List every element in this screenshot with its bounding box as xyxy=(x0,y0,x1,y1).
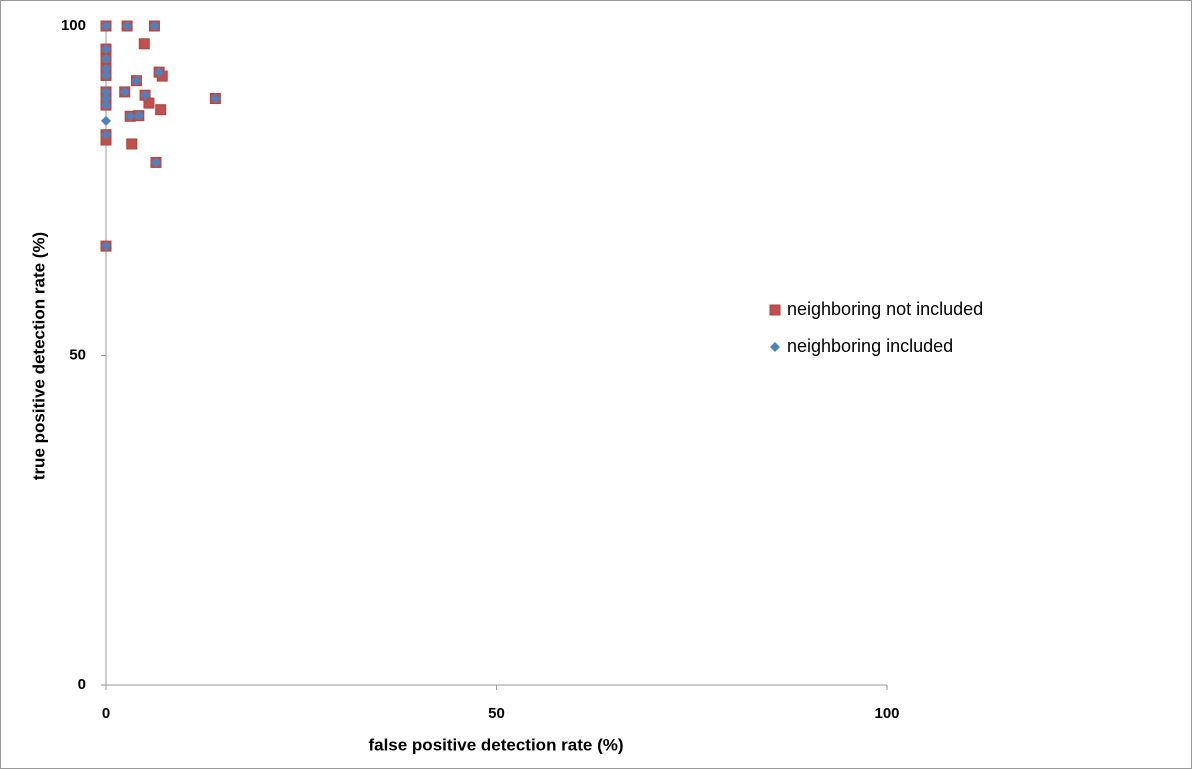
marker-diamond xyxy=(101,63,111,74)
marker-square xyxy=(143,97,155,109)
y-tick-label: 100 xyxy=(61,17,86,34)
x-tick-label: 100 xyxy=(874,705,899,722)
marker-diamond xyxy=(125,111,136,122)
marker-diamond xyxy=(101,21,111,31)
x-axis-title: false positive detection rate (%) xyxy=(368,735,623,754)
marker-diamond xyxy=(101,115,111,126)
marker-diamond xyxy=(101,129,111,140)
marker-diamond xyxy=(101,241,111,252)
marker-diamond xyxy=(119,86,130,97)
marker-diamond xyxy=(140,90,151,101)
marker-diamond xyxy=(101,86,111,97)
marker-diamond xyxy=(122,21,133,31)
legend: neighboring not included neighboring incl… xyxy=(769,299,983,356)
x-tick-label: 0 xyxy=(102,705,110,722)
marker-square xyxy=(155,104,167,116)
marker-square xyxy=(769,304,781,316)
marker-diamond xyxy=(133,110,144,121)
marker-diamond xyxy=(101,70,111,81)
marker-diamond xyxy=(770,342,780,352)
marker-diamond xyxy=(101,100,111,111)
legend-label: neighboring not included xyxy=(787,299,983,319)
marker-diamond xyxy=(131,75,142,86)
marker-diamond xyxy=(101,44,111,55)
marker-diamond xyxy=(210,93,221,104)
marker-diamond xyxy=(101,93,111,104)
marker-square xyxy=(126,138,138,150)
marker-square xyxy=(138,38,150,50)
y-tick-label: 0 xyxy=(78,676,86,693)
y-tick-label: 50 xyxy=(69,346,86,363)
legend-label: neighboring included xyxy=(787,336,953,356)
y-axis-title: true positive detection rate (%) xyxy=(29,232,48,480)
marker-diamond xyxy=(154,67,165,78)
marker-diamond xyxy=(149,21,160,31)
marker-diamond xyxy=(101,53,111,64)
x-tick-label: 50 xyxy=(488,705,505,722)
marker-diamond xyxy=(150,157,161,168)
